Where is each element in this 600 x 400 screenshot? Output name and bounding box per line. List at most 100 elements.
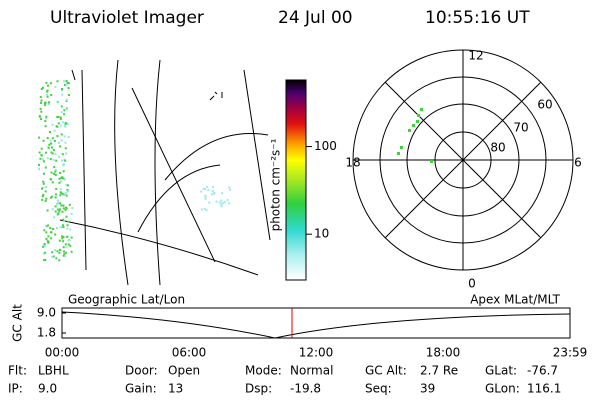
speckle (44, 166, 47, 169)
x-tick-label: 06:00 (172, 346, 207, 360)
speckle (59, 248, 62, 251)
speckle (56, 226, 58, 229)
speckle (68, 203, 71, 206)
speckle (63, 163, 65, 166)
speckle (45, 117, 48, 120)
speckle (54, 205, 57, 208)
speckle (65, 80, 68, 82)
speckle (60, 139, 63, 142)
speckle (45, 151, 47, 154)
speckle (54, 173, 57, 176)
speckle (60, 105, 63, 108)
speckle (64, 125, 67, 128)
speckle (64, 192, 67, 195)
speckle (41, 198, 44, 201)
speckle (39, 96, 42, 99)
speckle (50, 171, 53, 174)
speckle (46, 89, 49, 92)
speckle (64, 243, 67, 246)
speckle (63, 84, 66, 87)
speckle (226, 199, 229, 201)
speckle (204, 195, 207, 198)
speckle (200, 190, 203, 193)
speckle (42, 180, 45, 183)
field-label: GLat: (485, 364, 517, 378)
speckle (204, 187, 207, 190)
field-value: -76.7 (527, 364, 558, 378)
speckle (57, 141, 60, 144)
speckle (52, 158, 55, 161)
footer: Flt: LBHL Door: Open Mode: Normal GC Alt: 2.7 R… (8, 364, 561, 396)
timeline-frame (61, 307, 571, 339)
speckle (62, 207, 65, 210)
speckle (44, 101, 47, 104)
speckle (61, 93, 64, 96)
speckle (416, 120, 419, 123)
speckle (55, 188, 58, 190)
speckle (211, 193, 213, 196)
field-label: Dsp: (245, 382, 272, 396)
speckle (59, 194, 62, 197)
speckle (61, 88, 63, 90)
mlt-label: 6 (574, 156, 582, 170)
speckle (211, 189, 214, 192)
speckle (64, 141, 67, 144)
speckle (61, 224, 64, 227)
field-value: 9.0 (38, 382, 57, 396)
speckle (64, 251, 67, 254)
geographic-image (38, 59, 271, 286)
speckle (205, 209, 208, 212)
field-label: Gain: (125, 382, 157, 396)
speckle (44, 104, 47, 107)
x-tick-label: 18:00 (426, 346, 461, 360)
speckle (71, 207, 74, 210)
speckle (200, 208, 203, 211)
speckle (44, 120, 47, 123)
speckle (57, 199, 59, 202)
speckle (47, 241, 50, 243)
speckle (64, 147, 67, 150)
speckle (43, 243, 46, 245)
colorbar (285, 79, 307, 281)
speckle (53, 249, 56, 252)
colorbar-tick-label: 100 (314, 139, 337, 153)
speckle (58, 177, 61, 180)
speckle (65, 183, 68, 186)
speckle (44, 251, 47, 254)
speckle (65, 246, 68, 249)
altitude-curve (61, 311, 571, 339)
speckle (59, 117, 62, 120)
speckle (220, 203, 223, 206)
speckle (47, 146, 50, 149)
speckle (54, 153, 57, 156)
lat-label: 70 (513, 121, 528, 135)
speckle (45, 81, 48, 84)
speckle (44, 186, 47, 188)
speckle (59, 171, 61, 174)
speckle (221, 192, 223, 195)
speckle (55, 257, 58, 260)
speckle (54, 170, 57, 173)
speckle (59, 124, 62, 127)
speckle (60, 204, 63, 207)
y-tick-label: 9.0 (37, 306, 56, 320)
field-label: Flt: (8, 364, 27, 378)
speckle (213, 191, 216, 194)
speckle (61, 176, 64, 179)
speckle (48, 131, 51, 133)
speckle (43, 160, 45, 163)
x-tick-label: 00:00 (45, 346, 80, 360)
speckle (65, 98, 68, 101)
speckle (208, 201, 211, 204)
speckle (53, 172, 56, 175)
speckle (420, 108, 423, 111)
speckle (57, 202, 59, 205)
speckle (221, 202, 224, 205)
speckle (52, 228, 55, 230)
speckle (42, 193, 45, 196)
speckle (51, 152, 54, 155)
speckle (53, 166, 56, 169)
speckle (49, 158, 52, 161)
field-label: IP: (8, 382, 23, 396)
